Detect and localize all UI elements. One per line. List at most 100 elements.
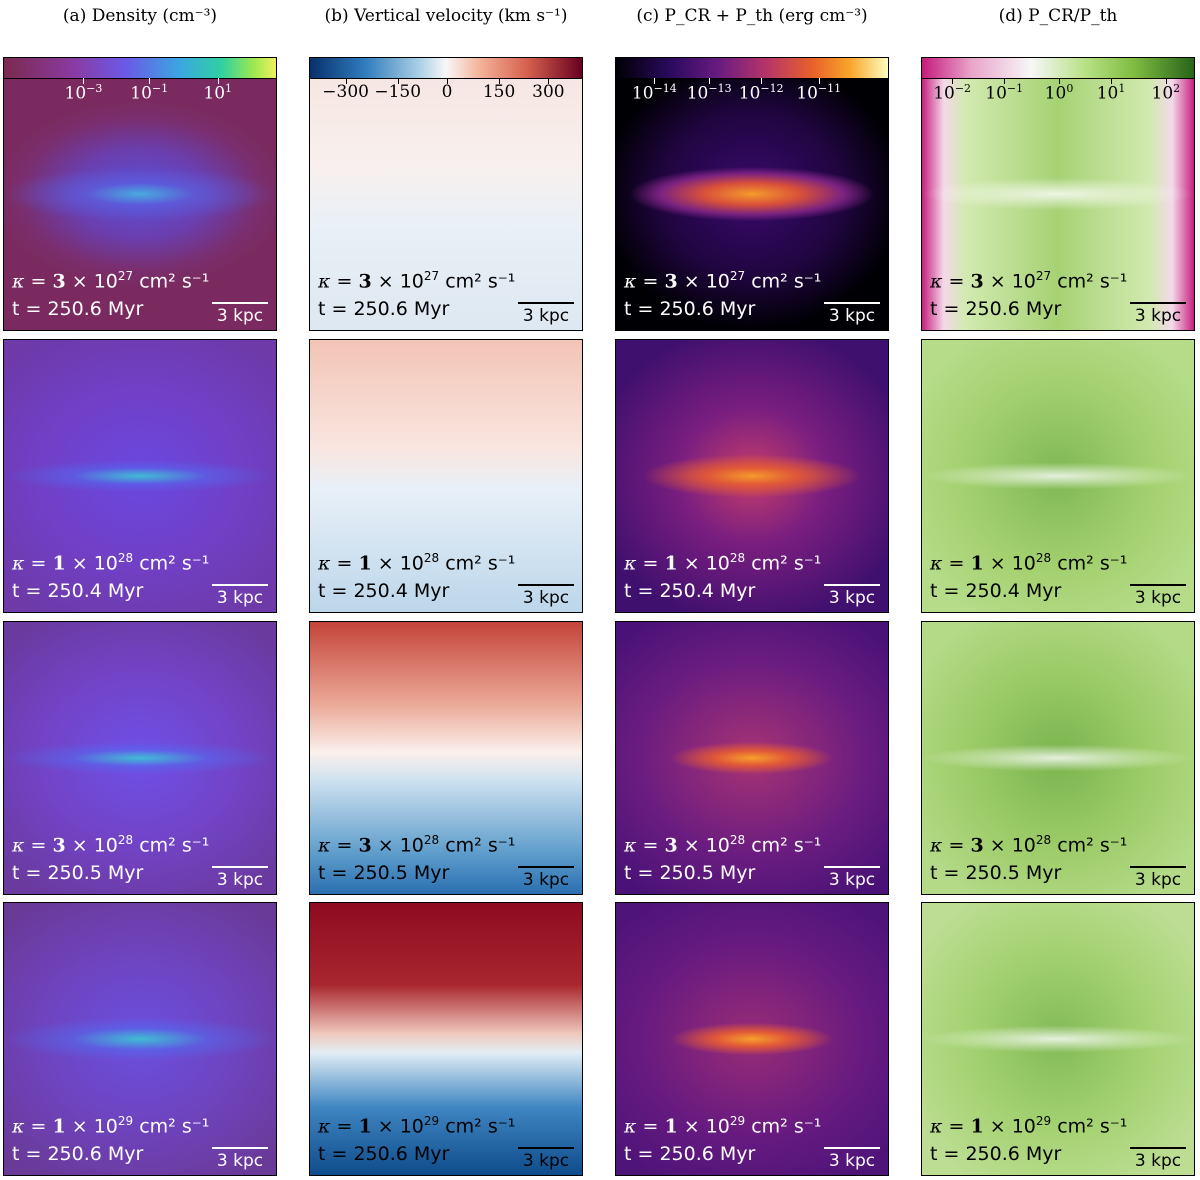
panel-density-row-1: 10−3 10−1 101 κ = 3 × 1027 cm² s⁻¹ t = 250.6… (3, 57, 277, 331)
panel-velocity-row-3: κ = 3 × 1028 cm² s⁻¹ t = 250.5 Myr 3 kpc (309, 621, 583, 895)
colorbar-tick-label: 101 (203, 82, 233, 104)
time-label: t = 250.6 Myr (624, 298, 756, 320)
colorbar-tick (818, 78, 820, 84)
colorbar-tick-label: −150 (374, 82, 422, 102)
simulation-map-image (616, 58, 888, 330)
panel-pressure-row-3: κ = 3 × 1028 cm² s⁻¹ t = 250.5 Myr 3 kpc (615, 621, 889, 895)
simulation-map-image (310, 340, 582, 612)
time-label: t = 250.5 Myr (318, 862, 450, 884)
colorbar-tick (761, 78, 763, 84)
simulation-map-image (4, 622, 276, 894)
colorbar-tick-label: 150 (482, 82, 516, 102)
diffusion-coefficient-label: κ = 1 × 1029 cm² s⁻¹ (12, 1113, 210, 1137)
colorbar-tick-label: 300 (532, 82, 565, 102)
time-label: t = 250.6 Myr (624, 1143, 756, 1165)
scale-bar: 3 kpc (1130, 302, 1186, 326)
simulation-map-image (310, 58, 582, 330)
diffusion-coefficient-label: κ = 3 × 1027 cm² s⁻¹ (318, 268, 516, 292)
time-label: t = 250.6 Myr (318, 1143, 450, 1165)
colorbar-tick (952, 78, 954, 84)
time-label: t = 250.6 Myr (930, 298, 1062, 320)
column-title-density: (a) Density (cm⁻³) (62, 6, 218, 26)
colorbar-tick (548, 78, 550, 84)
panel-ratio-row-3: κ = 3 × 1028 cm² s⁻¹ t = 250.5 Myr 3 kpc (921, 621, 1195, 895)
scale-bar: 3 kpc (212, 866, 268, 890)
colorbar-tick-label: 10−13 (686, 82, 732, 104)
colorbar-tick-label: 100 (1044, 82, 1074, 104)
scale-bar: 3 kpc (518, 584, 574, 608)
diffusion-coefficient-label: κ = 3 × 1027 cm² s⁻¹ (12, 268, 210, 292)
diffusion-coefficient-label: κ = 1 × 1029 cm² s⁻¹ (318, 1113, 516, 1137)
panel-ratio-row-2: κ = 1 × 1028 cm² s⁻¹ t = 250.4 Myr 3 kpc (921, 339, 1195, 613)
panel-velocity-row-1: −300 −150 0 150 300 κ = 3 × 1027 cm² s⁻¹ t = 2… (309, 57, 583, 331)
diffusion-coefficient-label: κ = 1 × 1028 cm² s⁻¹ (624, 550, 822, 574)
simulation-map-image (616, 622, 888, 894)
panel-pressure-row-4: κ = 1 × 1029 cm² s⁻¹ t = 250.6 Myr 3 kpc (615, 902, 889, 1176)
scale-bar: 3 kpc (212, 1147, 268, 1171)
simulation-map-image (922, 58, 1194, 330)
column-title-pressure: (c) P_CR + P_th (erg cm⁻³) (636, 6, 868, 26)
scale-bar: 3 kpc (1130, 1147, 1186, 1171)
colorbar-tick (149, 78, 151, 84)
colorbar-ratio (922, 58, 1194, 79)
colorbar-tick (1165, 78, 1167, 84)
panel-ratio-row-4: κ = 1 × 1029 cm² s⁻¹ t = 250.6 Myr 3 kpc (921, 902, 1195, 1176)
time-label: t = 250.4 Myr (624, 580, 756, 602)
time-label: t = 250.5 Myr (624, 862, 756, 884)
colorbar-tick (217, 78, 219, 84)
colorbar-tick-label: 10−2 (933, 82, 972, 104)
scale-bar: 3 kpc (518, 1147, 574, 1171)
diffusion-coefficient-label: κ = 1 × 1028 cm² s⁻¹ (12, 550, 210, 574)
panel-pressure-row-1: 10−14 10−13 10−12 10−11 κ = 3 × 1027 cm² s⁻¹… (615, 57, 889, 331)
time-label: t = 250.6 Myr (12, 298, 144, 320)
colorbar-tick (447, 78, 448, 84)
simulation-map-image (922, 340, 1194, 612)
colorbar-pressure (616, 58, 888, 79)
scale-bar: 3 kpc (518, 866, 574, 890)
colorbar-density (4, 58, 276, 79)
diffusion-coefficient-label: κ = 3 × 1027 cm² s⁻¹ (930, 268, 1128, 292)
diffusion-coefficient-label: κ = 3 × 1028 cm² s⁻¹ (930, 832, 1128, 856)
colorbar-tick-label: 10−12 (738, 82, 784, 104)
simulation-map-image (310, 622, 582, 894)
simulation-map-image (922, 622, 1194, 894)
time-label: t = 250.5 Myr (930, 862, 1062, 884)
colorbar-tick-label: 10−1 (130, 82, 169, 104)
colorbar-tick (654, 78, 656, 84)
panel-velocity-row-4: κ = 1 × 1029 cm² s⁻¹ t = 250.6 Myr 3 kpc (309, 902, 583, 1176)
colorbar-tick-label: 10−3 (64, 82, 103, 104)
diffusion-coefficient-label: κ = 3 × 1028 cm² s⁻¹ (318, 832, 516, 856)
time-label: t = 250.4 Myr (12, 580, 144, 602)
simulation-map-image (616, 340, 888, 612)
simulation-map-image (4, 903, 276, 1175)
panel-pressure-row-2: κ = 1 × 1028 cm² s⁻¹ t = 250.4 Myr 3 kpc (615, 339, 889, 613)
scale-bar: 3 kpc (212, 584, 268, 608)
simulation-map-image (310, 903, 582, 1175)
time-label: t = 250.5 Myr (12, 862, 144, 884)
time-label: t = 250.4 Myr (318, 580, 450, 602)
simulation-map-image (4, 58, 276, 330)
colorbar-velocity (310, 58, 582, 79)
colorbar-tick-label: 10−1 (985, 82, 1024, 104)
simulation-map-image (922, 903, 1194, 1175)
scale-bar: 3 kpc (824, 1147, 880, 1171)
scale-bar: 3 kpc (212, 302, 268, 326)
colorbar-tick (499, 78, 501, 84)
colorbar-tick (397, 78, 399, 84)
scale-bar: 3 kpc (1130, 866, 1186, 890)
panel-ratio-row-1: 10−2 10−1 100 101 102 κ = 3 × 1027 cm² s⁻¹ t =… (921, 57, 1195, 331)
colorbar-tick-label: 10−11 (796, 82, 842, 104)
panel-density-row-3: κ = 3 × 1028 cm² s⁻¹ t = 250.5 Myr 3 kpc (3, 621, 277, 895)
colorbar-tick-label: 101 (1096, 82, 1126, 104)
colorbar-tick (83, 78, 85, 84)
diffusion-coefficient-label: κ = 3 × 1028 cm² s⁻¹ (12, 832, 210, 856)
colorbar-tick (1111, 78, 1113, 84)
scale-bar: 3 kpc (824, 866, 880, 890)
simulation-map-image (4, 340, 276, 612)
colorbar-tick (1059, 78, 1060, 84)
diffusion-coefficient-label: κ = 3 × 1027 cm² s⁻¹ (624, 268, 822, 292)
colorbar-tick-label: 0 (441, 82, 453, 102)
column-title-velocity: (b) Vertical velocity (km s⁻¹) (324, 6, 568, 26)
column-title-ratio: (d) P_CR/P_th (998, 6, 1118, 26)
panel-density-row-2: κ = 1 × 1028 cm² s⁻¹ t = 250.4 Myr 3 kpc (3, 339, 277, 613)
